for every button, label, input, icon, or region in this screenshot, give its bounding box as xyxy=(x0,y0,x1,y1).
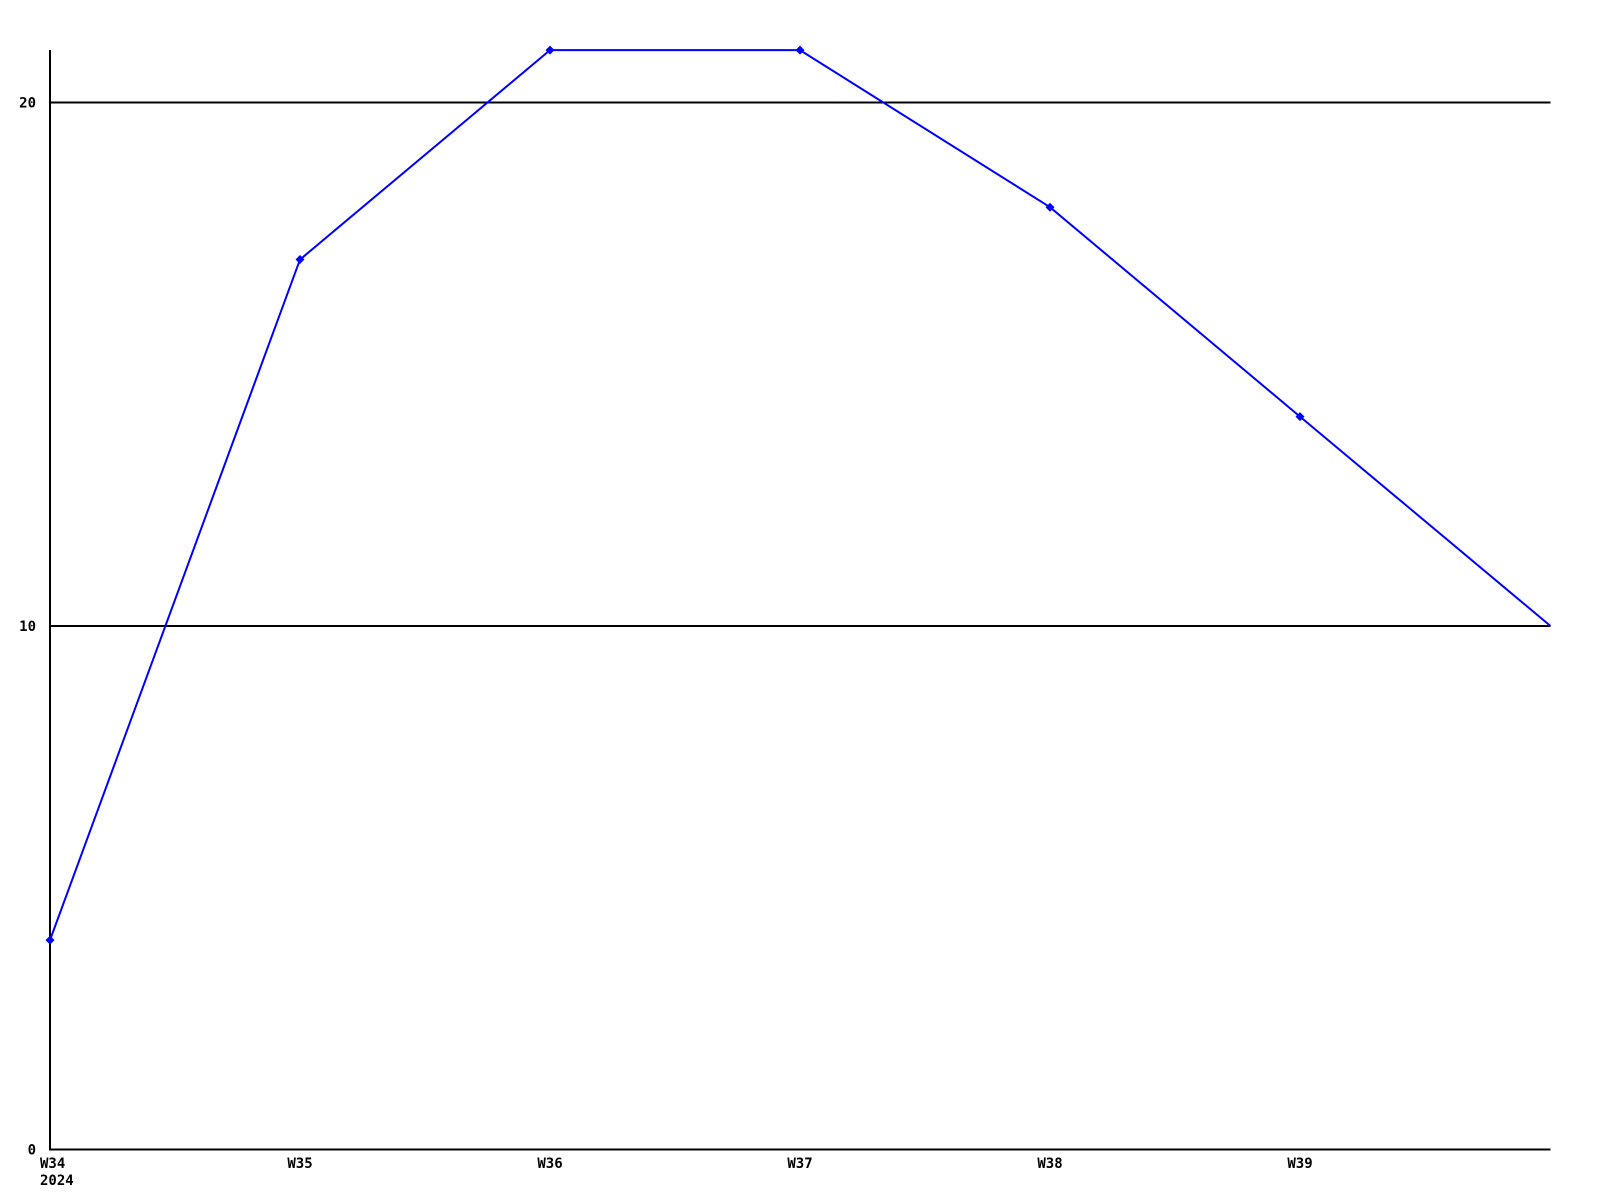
x-tick-label-W39: W39 xyxy=(1287,1156,1312,1172)
y-tick-label-0: 0 xyxy=(28,1143,36,1159)
x-tick-label-W36: W36 xyxy=(537,1156,562,1172)
data-point-marker xyxy=(295,255,305,265)
x-tick-label-W38: W38 xyxy=(1037,1156,1062,1172)
data-point-marker xyxy=(545,45,555,55)
data-point-marker xyxy=(795,45,805,55)
x-axis-year-label: 2024 xyxy=(40,1173,74,1189)
y-tick-label-20: 20 xyxy=(19,96,36,112)
x-tick-label-W34: W34 xyxy=(40,1156,65,1172)
data-series-line xyxy=(49,49,1552,941)
x-tick-label-W35: W35 xyxy=(287,1156,312,1172)
data-point-marker xyxy=(1045,202,1055,212)
data-point-marker xyxy=(45,935,55,945)
x-tick-label-W37: W37 xyxy=(787,1156,812,1172)
y-tick-label-10: 10 xyxy=(19,619,36,635)
data-point-marker xyxy=(1295,412,1305,422)
